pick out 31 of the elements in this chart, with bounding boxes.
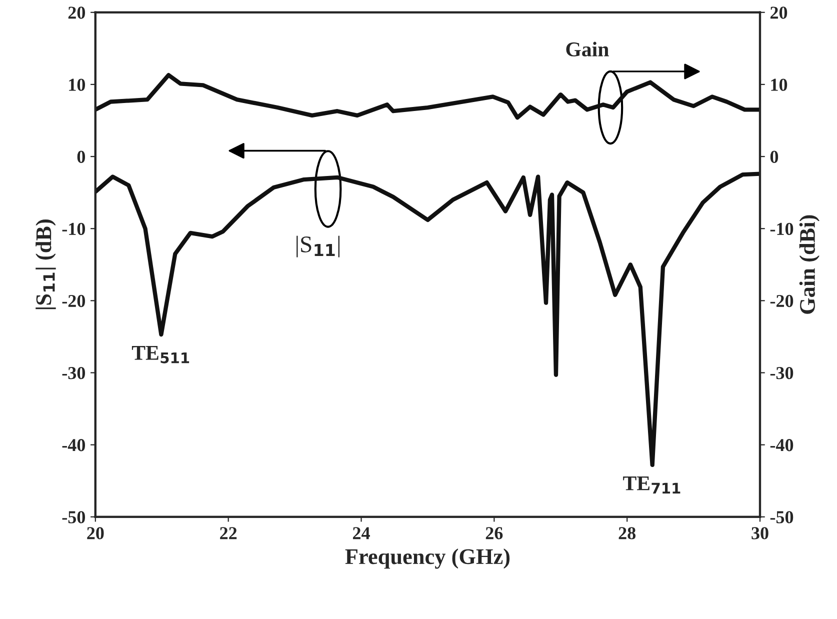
y-tick-label: -50 [62,511,86,524]
y2-tick-label: 20 [770,6,788,19]
y-tick-label: -20 [62,294,86,308]
x-tick-label: 20 [87,527,104,540]
y2-tick-label: -50 [770,511,794,524]
y2-tick-label: -40 [770,439,794,452]
annotation: Gain [566,42,609,56]
y2-axis-title: Gain (dBi) [799,215,820,314]
x-tick-label: 26 [486,527,503,540]
y-axis-title: |S$_{11}$| (dB) [36,220,56,310]
annotation: TE$_{711}$ [623,476,680,494]
y2-tick-label: -30 [770,366,794,380]
y-tick-label: -10 [62,222,86,236]
y2-tick-label: 0 [770,150,778,163]
y-tick-label: -40 [62,439,86,452]
x-tick-label: 22 [220,527,237,540]
x-tick-label: 24 [352,527,370,540]
x-axis-title: Frequency (GHz) [345,548,510,569]
y2-tick-label: -20 [770,294,794,308]
y-tick-label: 20 [68,6,86,19]
y2-tick-label: -10 [770,222,794,236]
y2-tick-label: 10 [771,78,788,91]
line-series [95,172,760,468]
annotation: |S$_{11}$| [296,236,340,258]
y-tick-label: 0 [77,150,86,163]
y-tick-label: -30 [62,366,86,380]
annotation: TE$_{511}$ [132,346,190,364]
x-tick-label: 30 [752,527,768,540]
y-tick-label: 10 [69,78,86,91]
line-series [95,72,760,120]
x-tick-label: 28 [618,527,636,540]
